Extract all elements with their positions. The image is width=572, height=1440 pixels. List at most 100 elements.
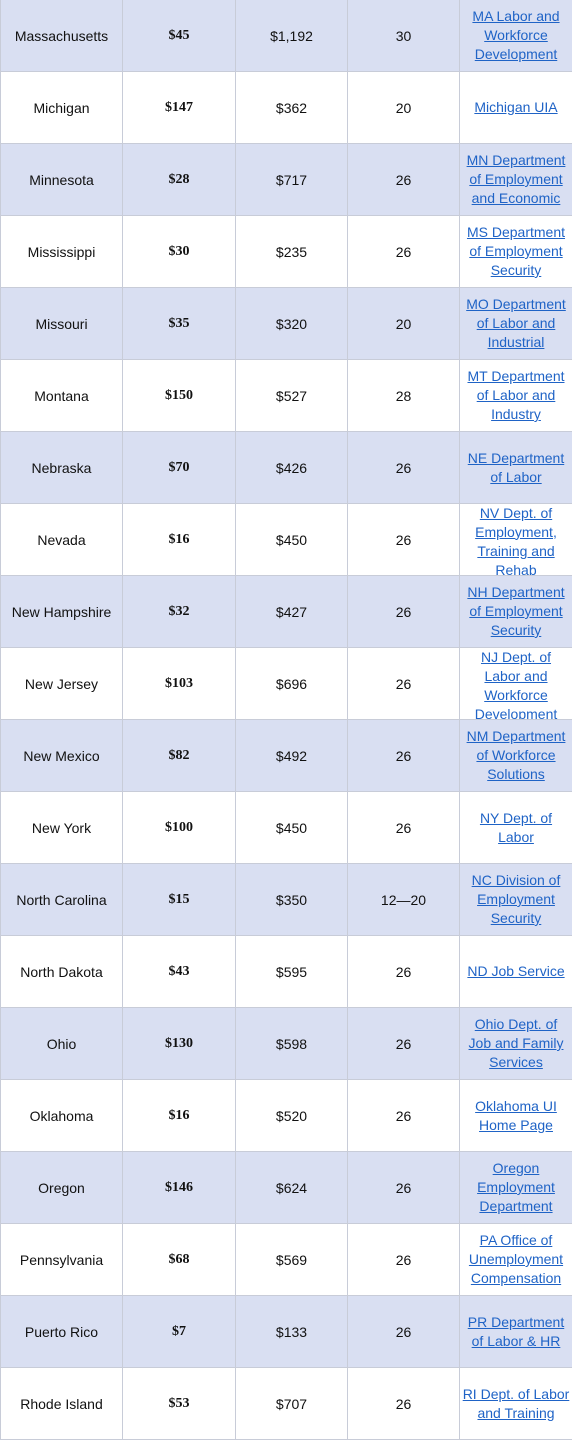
- agency-link[interactable]: Oklahoma UI Home Page: [475, 1097, 557, 1133]
- state-cell: Mississippi: [1, 216, 123, 287]
- agency-link[interactable]: PR Department of Labor & HR: [467, 1313, 565, 1349]
- agency-link[interactable]: NY Dept. of Labor: [479, 809, 553, 845]
- agency-cell: NM Department of Workforce Solutions: [460, 720, 572, 791]
- agency-cell: Ohio Dept. of Job and Family Services: [460, 1008, 572, 1079]
- agency-cell: ND Job Service: [460, 936, 572, 1007]
- weeks-cell: 26: [348, 792, 460, 863]
- agency-cell: NC Division of Employment Security: [460, 864, 572, 935]
- table-row: New Hampshire $32 $427 26 NH Department of E…: [1, 576, 572, 648]
- agency-link[interactable]: PA Office of Unemployment Compensation: [468, 1232, 564, 1286]
- agency-link[interactable]: NM Department of Workforce Solutions: [466, 728, 566, 782]
- agency-link[interactable]: MS Department of Employment Security: [466, 224, 566, 278]
- state-cell: New Jersey: [1, 648, 123, 719]
- max-benefit-cell: $598: [236, 1008, 348, 1079]
- weeks-cell: 26: [348, 216, 460, 287]
- table-row: Nebraska $70 $426 26 NE Department of Labor: [1, 432, 572, 504]
- agency-link[interactable]: Michigan UIA: [474, 99, 558, 115]
- agency-link[interactable]: NE Department of Labor: [467, 449, 565, 485]
- min-benefit-cell: $7: [123, 1296, 236, 1367]
- min-benefit-cell: $103: [123, 648, 236, 719]
- state-cell: Minnesota: [1, 144, 123, 215]
- agency-link[interactable]: MT Department of Labor and Industry: [467, 368, 565, 422]
- min-benefit-cell: $146: [123, 1152, 236, 1223]
- weeks-cell: 20: [348, 288, 460, 359]
- table-row: Montana $150 $527 28 MT Department of Labor …: [1, 360, 572, 432]
- state-cell: Pennsylvania: [1, 1224, 123, 1295]
- max-benefit-cell: $492: [236, 720, 348, 791]
- min-benefit-cell: $82: [123, 720, 236, 791]
- table-row: Michigan $147 $362 20 Michigan UIA: [1, 72, 572, 144]
- state-cell: Nevada: [1, 504, 123, 575]
- max-benefit-cell: $717: [236, 144, 348, 215]
- state-cell: Rhode Island: [1, 1368, 123, 1439]
- table-row: New York $100 $450 26 NY Dept. of Labor: [1, 792, 572, 864]
- agency-link[interactable]: Oregon Employment Department: [477, 1160, 555, 1214]
- agency-link[interactable]: NV Dept. of Employment, Training and Reh…: [475, 504, 557, 576]
- table-row: North Carolina $15 $350 12—20 NC Division of…: [1, 864, 572, 936]
- max-benefit-cell: $133: [236, 1296, 348, 1367]
- agency-cell: Oklahoma UI Home Page: [460, 1080, 572, 1151]
- agency-link[interactable]: MO Department of Labor and Industrial: [466, 296, 566, 350]
- agency-cell: MA Labor and Workforce Development: [460, 0, 572, 71]
- max-benefit-cell: $362: [236, 72, 348, 143]
- min-benefit-cell: $45: [123, 0, 236, 71]
- max-benefit-cell: $1,192: [236, 0, 348, 71]
- table-row: Ohio $130 $598 26 Ohio Dept. of Job and Fami…: [1, 1008, 572, 1080]
- weeks-cell: 26: [348, 144, 460, 215]
- weeks-cell: 26: [348, 1224, 460, 1295]
- agency-cell: Oregon Employment Department: [460, 1152, 572, 1223]
- agency-cell: PA Office of Unemployment Compensation: [460, 1224, 572, 1295]
- weeks-cell: 30: [348, 0, 460, 71]
- min-benefit-cell: $70: [123, 432, 236, 503]
- state-cell: Montana: [1, 360, 123, 431]
- min-benefit-cell: $16: [123, 504, 236, 575]
- weeks-cell: 20: [348, 72, 460, 143]
- max-benefit-cell: $350: [236, 864, 348, 935]
- max-benefit-cell: $450: [236, 792, 348, 863]
- weeks-cell: 26: [348, 1368, 460, 1439]
- min-benefit-cell: $16: [123, 1080, 236, 1151]
- state-cell: New Mexico: [1, 720, 123, 791]
- max-benefit-cell: $595: [236, 936, 348, 1007]
- state-cell: Nebraska: [1, 432, 123, 503]
- weeks-cell: 26: [348, 1080, 460, 1151]
- agency-link[interactable]: NJ Dept. of Labor and Workforce Developm…: [474, 648, 558, 720]
- min-benefit-cell: $15: [123, 864, 236, 935]
- max-benefit-cell: $520: [236, 1080, 348, 1151]
- agency-cell: NE Department of Labor: [460, 432, 572, 503]
- state-cell: North Dakota: [1, 936, 123, 1007]
- weeks-cell: 26: [348, 936, 460, 1007]
- agency-link[interactable]: ND Job Service: [467, 963, 565, 979]
- agency-link[interactable]: RI Dept. of Labor and Training: [462, 1385, 570, 1421]
- agency-link[interactable]: MA Labor and Workforce Development: [472, 8, 560, 62]
- weeks-cell: 26: [348, 720, 460, 791]
- state-cell: New York: [1, 792, 123, 863]
- state-cell: North Carolina: [1, 864, 123, 935]
- agency-cell: PR Department of Labor & HR: [460, 1296, 572, 1367]
- min-benefit-cell: $30: [123, 216, 236, 287]
- max-benefit-cell: $320: [236, 288, 348, 359]
- state-cell: Oregon: [1, 1152, 123, 1223]
- agency-link[interactable]: Ohio Dept. of Job and Family Services: [468, 1016, 564, 1070]
- min-benefit-cell: $35: [123, 288, 236, 359]
- weeks-cell: 26: [348, 504, 460, 575]
- max-benefit-cell: $426: [236, 432, 348, 503]
- agency-cell: NJ Dept. of Labor and Workforce Developm…: [460, 648, 572, 720]
- min-benefit-cell: $68: [123, 1224, 236, 1295]
- max-benefit-cell: $569: [236, 1224, 348, 1295]
- weeks-cell: 26: [348, 432, 460, 503]
- agency-link[interactable]: NC Division of Employment Security: [471, 872, 561, 926]
- weeks-cell: 26: [348, 1296, 460, 1367]
- min-benefit-cell: $53: [123, 1368, 236, 1439]
- agency-link[interactable]: MN Department of Employment and Economic: [466, 152, 566, 206]
- max-benefit-cell: $527: [236, 360, 348, 431]
- table-row: North Dakota $43 $595 26 ND Job Service: [1, 936, 572, 1008]
- table-row: Missouri $35 $320 20 MO Department of Labor …: [1, 288, 572, 360]
- weeks-cell: 28: [348, 360, 460, 431]
- state-cell: Ohio: [1, 1008, 123, 1079]
- min-benefit-cell: $43: [123, 936, 236, 1007]
- min-benefit-cell: $100: [123, 792, 236, 863]
- agency-link[interactable]: NH Department of Employment Security: [467, 584, 565, 638]
- agency-cell: MS Department of Employment Security: [460, 216, 572, 287]
